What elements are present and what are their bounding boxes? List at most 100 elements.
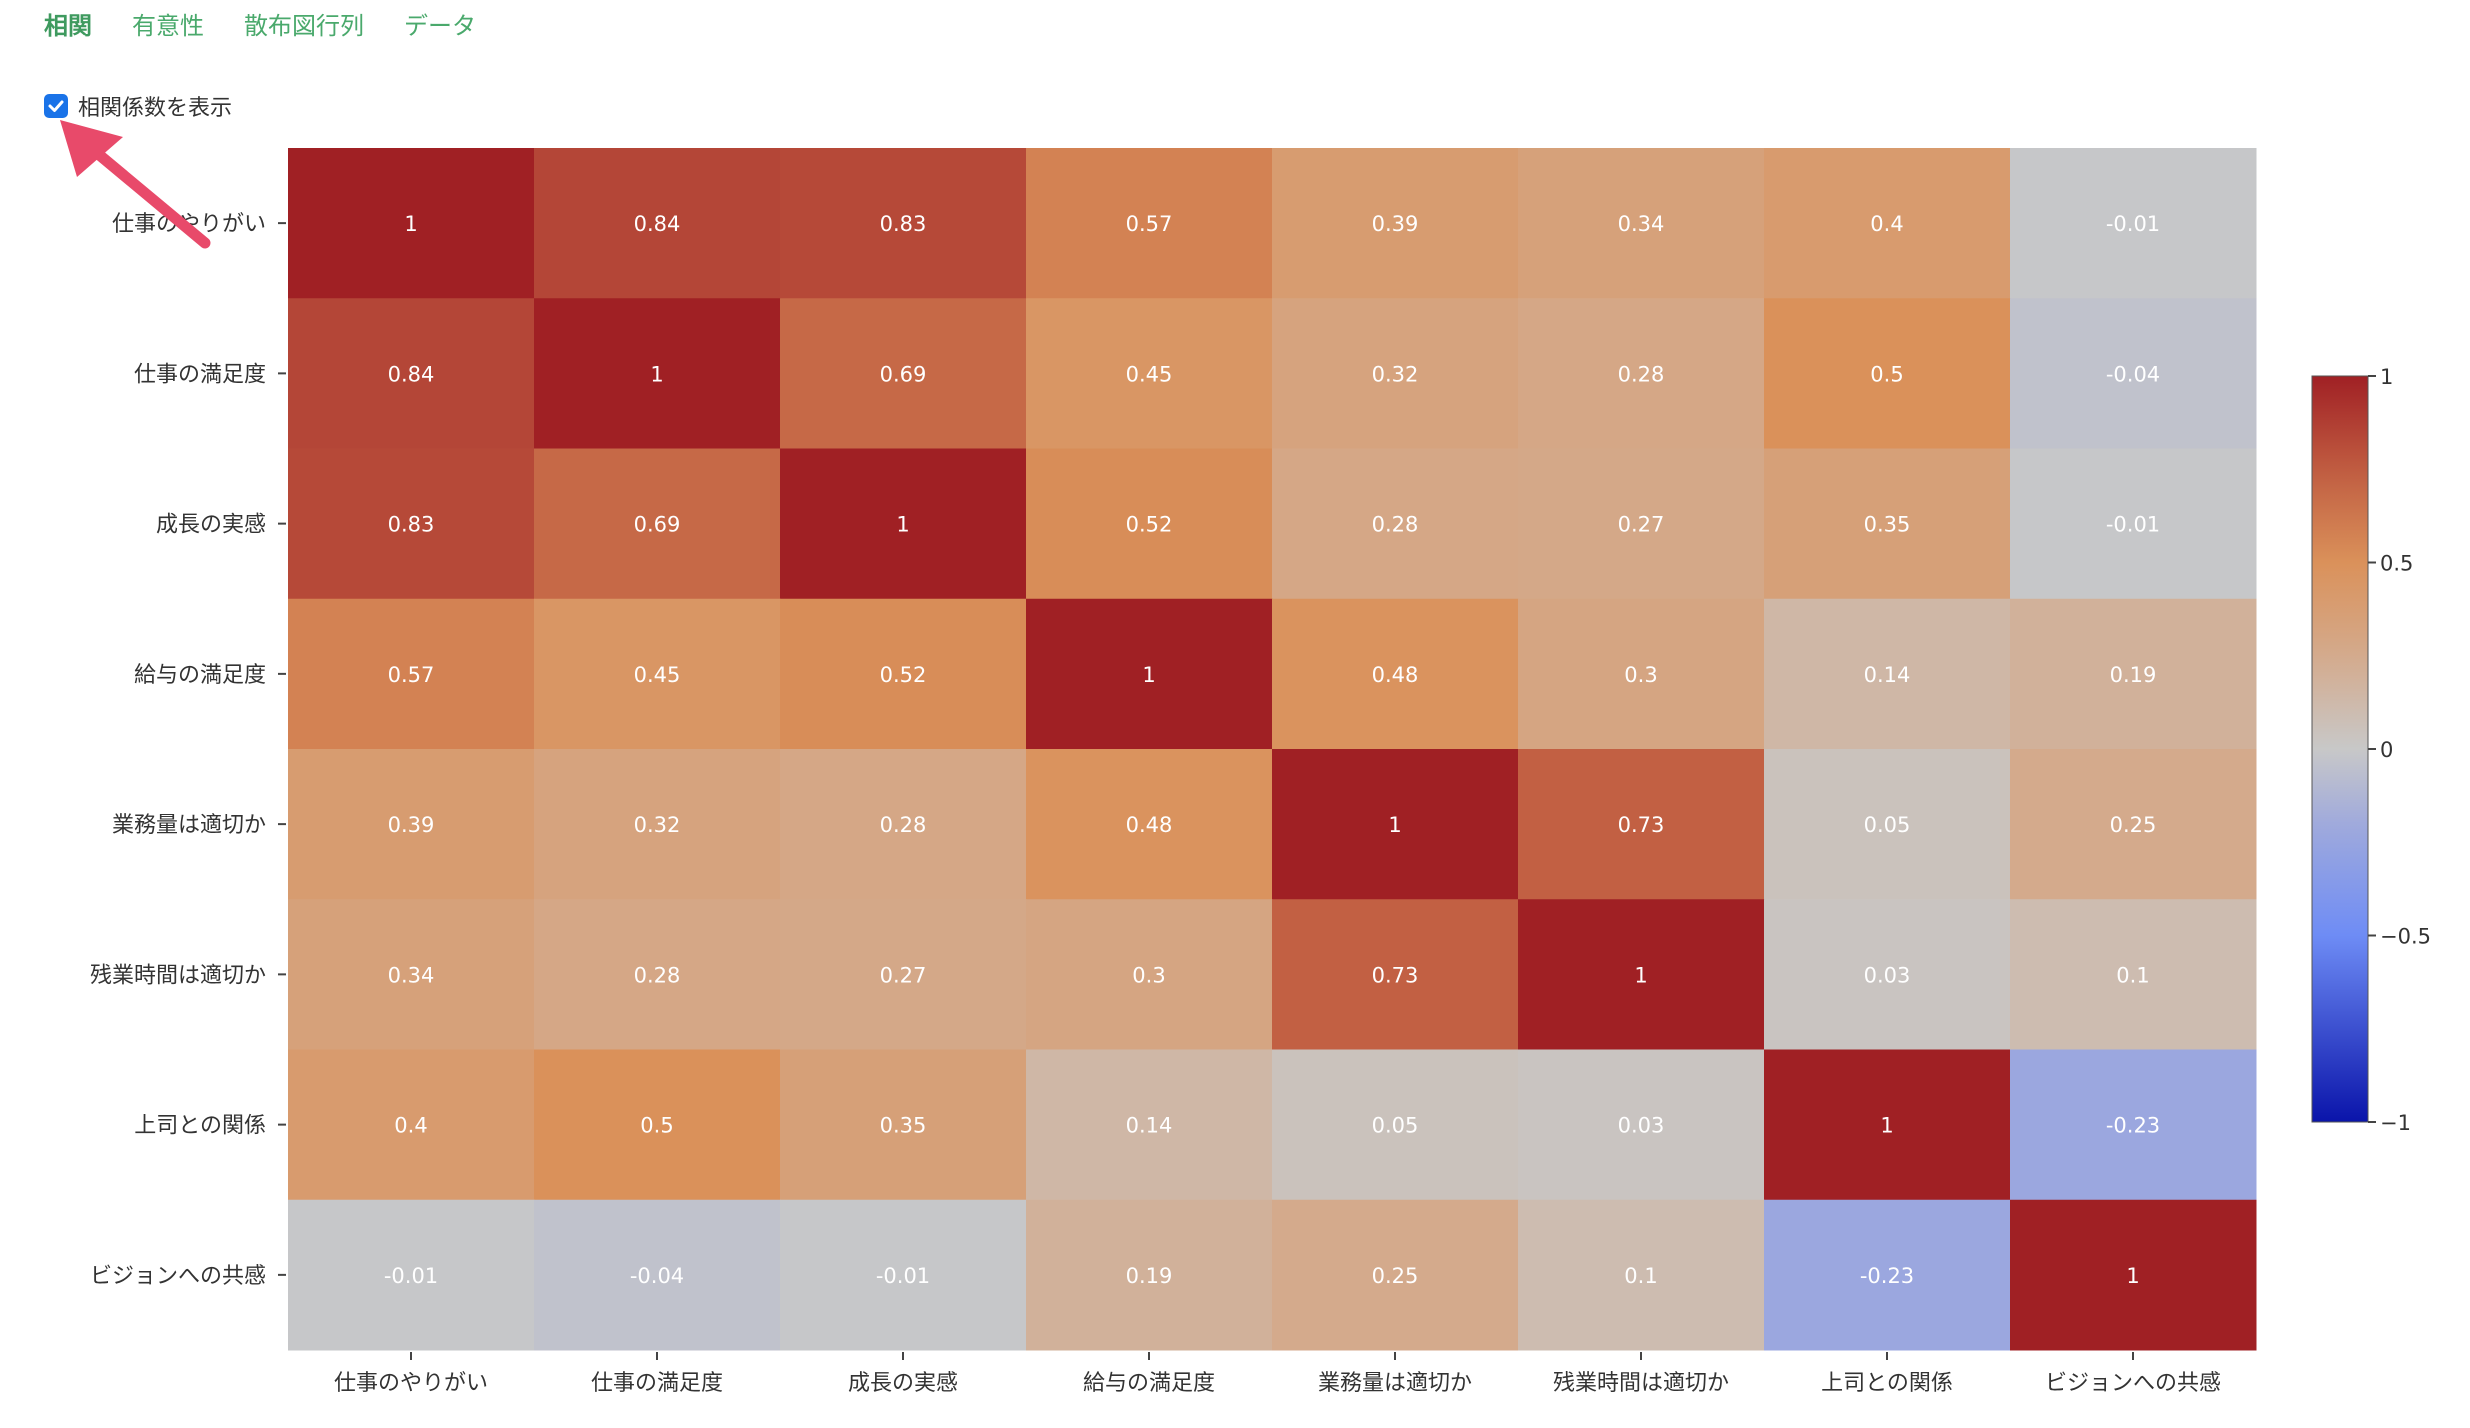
colorbar-tick-label: 0.5 [2380,552,2413,576]
heatmap-cell [1764,1199,2011,1351]
cell-value-label: 0.57 [1126,212,1173,236]
cell-value-label: 0.28 [1372,513,1419,537]
heatmap-cell [288,1049,535,1201]
heatmap-cell [2010,1199,2257,1351]
y-tick-label: 仕事の満足度 [134,362,266,387]
y-tick-label: ビジョンへの共感 [90,1264,266,1289]
heatmap-cell [288,749,535,900]
heatmap-cell [780,448,1027,600]
heatmap-cell [2010,1049,2257,1201]
heatmap-cell [1272,749,1519,900]
heatmap-cell [1026,749,1273,900]
y-tick-label: 成長の実感 [156,513,266,538]
cell-value-label: 1 [1142,663,1155,687]
tab-scatter-matrix[interactable]: 散布図行列 [244,12,364,40]
cell-value-label: 0.57 [388,663,435,687]
cell-value-label: 0.52 [1126,513,1173,537]
heatmap-cell [534,899,781,1050]
x-tick-label: 成長の実感 [848,1371,958,1396]
cell-value-label: 0.34 [1618,212,1665,236]
tab-data[interactable]: データ [404,12,476,40]
cell-value-label: 0.32 [1372,362,1419,386]
cell-value-label: 0.25 [2110,813,2157,837]
cell-value-label: -0.01 [384,1264,438,1288]
heatmap-cell [534,1199,781,1351]
cell-value-label: 0.83 [388,513,435,537]
colorbar-tick-label: 1 [2380,365,2393,389]
colorbar-tick-label: −1 [2380,1111,2411,1135]
tab-correlation[interactable]: 相関 [44,12,92,40]
cell-value-label: 1 [1388,813,1401,837]
heatmap-cell [288,148,535,299]
heatmap-cell [2010,598,2257,750]
cell-value-label: 0.35 [880,1114,927,1138]
x-tick-label: 仕事の満足度 [591,1371,723,1396]
checkmark-icon [48,100,64,112]
cell-value-label: 0.52 [880,663,927,687]
colorbar-tick-label: 0 [2380,738,2393,762]
cell-value-label: 1 [650,362,663,386]
cell-value-label: 0.35 [1864,513,1911,537]
cell-value-label: -0.01 [2106,513,2160,537]
heatmap-cell [1272,298,1519,449]
cell-value-label: 0.14 [1126,1114,1173,1138]
heatmap-cell [1518,1049,1765,1201]
cell-value-label: 0.25 [1372,1264,1419,1288]
cell-value-label: 0.28 [634,963,681,987]
tab-significance[interactable]: 有意性 [132,12,204,40]
x-tick-label: 仕事のやりがい [334,1371,488,1396]
heatmap-cell [2010,298,2257,449]
heatmap-cell [534,598,781,750]
colorbar [2311,375,2369,1123]
heatmap-cell [780,899,1027,1050]
cell-value-label: 0.1 [2116,963,2149,987]
x-tick-label: ビジョンへの共感 [2045,1371,2221,1396]
heatmap-cell [1272,448,1519,600]
x-tick-label: 業務量は適切か [1318,1371,1472,1396]
heatmap-cell [1764,749,2011,900]
heatmap-cell [2010,899,2257,1050]
cell-value-label: 0.19 [1126,1264,1173,1288]
heatmap-cell [780,1199,1027,1351]
heatmap-cell [780,1049,1027,1201]
heatmap-cell [1518,298,1765,449]
heatmap-cell [534,298,781,449]
cell-value-label: 0.27 [880,963,927,987]
cell-value-label: 1 [1634,963,1647,987]
heatmap-cell [1026,1199,1273,1351]
heatmap-cell [288,899,535,1050]
cell-value-label: 1 [1880,1114,1893,1138]
cell-value-label: 0.1 [1624,1264,1657,1288]
cell-value-label: 0.73 [1618,813,1665,837]
cell-value-label: 0.28 [1618,362,1665,386]
cell-value-label: 0.3 [1132,963,1165,987]
heatmap-cell [2010,148,2257,299]
heatmap-cell [780,749,1027,900]
show-coefficients-checkbox[interactable] [44,94,68,118]
heatmap-cell [1518,148,1765,299]
cell-value-label: -0.04 [630,1264,684,1288]
heatmap-cell [1764,448,2011,600]
cell-value-label: 0.39 [1372,212,1419,236]
cell-value-label: 0.03 [1618,1114,1665,1138]
cell-value-label: 0.69 [634,513,681,537]
cell-value-label: 1 [896,513,909,537]
cell-value-label: 0.27 [1618,513,1665,537]
heatmap-cell [534,148,781,299]
cell-value-label: 0.83 [880,212,927,236]
cell-value-label: 0.48 [1126,813,1173,837]
heatmap-cell [288,448,535,600]
cell-value-label: 0.34 [388,963,435,987]
cell-value-label: 0.3 [1624,663,1657,687]
cell-value-label: 1 [404,212,417,236]
heatmap-cell [1272,598,1519,750]
y-tick-label: 上司との関係 [134,1114,266,1139]
heatmap-cell [1272,1199,1519,1351]
heatmap-cell [780,298,1027,449]
cell-value-label: 0.45 [634,663,681,687]
x-tick-label: 残業時間は適切か [1553,1371,1729,1396]
heatmap-cell [1026,598,1273,750]
cell-value-label: 0.05 [1372,1114,1419,1138]
cell-value-label: -0.23 [2106,1114,2160,1138]
